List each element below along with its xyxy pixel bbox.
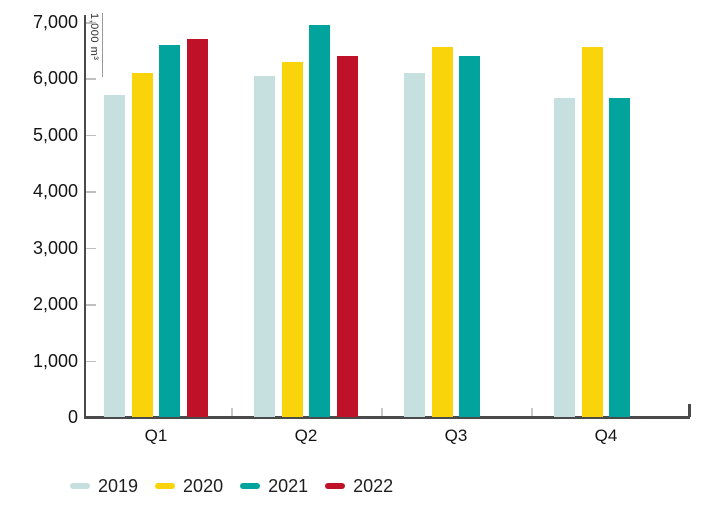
x-axis-line: [84, 416, 690, 419]
bar-2021-Q2: [309, 24, 331, 417]
legend-label-2022: 2022: [353, 476, 394, 496]
bar-2021-Q4: [609, 98, 631, 417]
y-tick-label: 1,000: [32, 350, 78, 371]
bar-2019-Q4: [554, 98, 576, 417]
bar-2020-Q1: [131, 72, 153, 417]
legend-swatch-2019: [70, 483, 90, 489]
y-tick-mark: [86, 247, 96, 250]
legend-label-2019: 2019: [98, 476, 139, 496]
legend-label-2020: 2020: [183, 476, 224, 496]
legend-item-2022: 2022: [325, 475, 393, 497]
legend: 2019 2020 2021 2022: [70, 475, 393, 497]
legend-item-2020: 2020: [155, 475, 223, 497]
legend-item-2019: 2019: [70, 475, 138, 497]
legend-swatch-2021: [240, 483, 261, 489]
x-tick-mark: [381, 408, 383, 416]
bar-2020-Q2: [281, 61, 303, 417]
bar-2020-Q3: [431, 47, 453, 417]
y-tick-label: 7,000: [32, 12, 78, 32]
bar-2019-Q3: [404, 72, 426, 417]
bar-2019-Q2: [254, 75, 276, 417]
y-tick-mark: [86, 304, 96, 306]
y-tick-mark: [86, 191, 96, 193]
x-category-label-q3: Q3: [444, 426, 468, 445]
legend-label-2021: 2021: [268, 476, 309, 496]
y-tick-mark: [86, 22, 96, 24]
y-tick-label: 4,000: [32, 181, 78, 202]
y-tick-label: 2,000: [32, 294, 78, 315]
bar-2021-Q3: [459, 55, 481, 417]
x-tick-mark: [531, 408, 533, 416]
y-axis-unit-label: 1,000 m³: [88, 13, 103, 77]
x-category-label-q2: Q2: [294, 426, 318, 445]
bar-2022-Q1: [186, 38, 208, 417]
y-tick-label: 3,000: [32, 237, 78, 258]
y-tick-label: 5,000: [32, 124, 78, 145]
x-category-label-q1: Q1: [144, 426, 168, 445]
legend-item-2021: 2021: [240, 475, 308, 497]
bar-2021-Q1: [159, 44, 181, 417]
y-tick-mark: [86, 360, 96, 363]
legend-swatch-2020: [155, 483, 176, 489]
legend-swatch-2022: [325, 483, 346, 489]
bar-2022-Q2: [336, 55, 358, 417]
y-tick-label: 0: [67, 407, 78, 427]
y-axis-line: [84, 15, 86, 419]
y-tick-mark: [86, 134, 96, 137]
x-tick-mark: [231, 408, 233, 416]
bar-2019-Q1: [104, 95, 126, 417]
y-tick-label: 6,000: [32, 68, 78, 89]
x-axis-end-tick: [688, 404, 691, 417]
y-tick-mark: [86, 78, 96, 80]
x-category-label-q4: Q4: [594, 426, 618, 445]
bar-2020-Q4: [581, 47, 603, 417]
